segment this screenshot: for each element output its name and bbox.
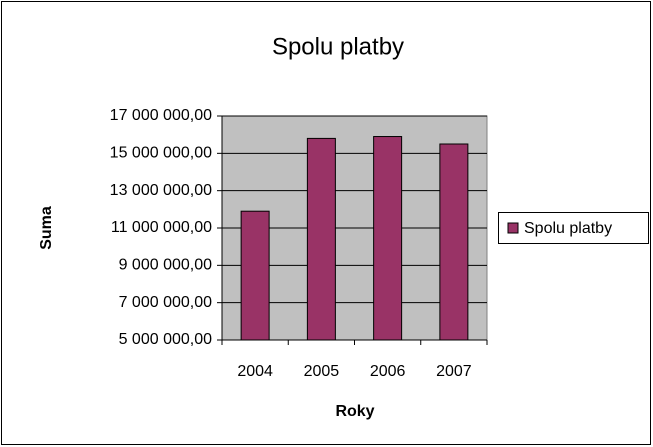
x-tick-label: 2005 — [304, 363, 340, 380]
bar — [439, 143, 469, 341]
y-tick-label: 13 000 000,00 — [110, 182, 212, 199]
y-axis-label: Suma — [38, 206, 55, 250]
bar — [373, 136, 403, 341]
x-tick-label: 2006 — [370, 363, 406, 380]
y-tick-label: 7 000 000,00 — [119, 294, 213, 311]
legend — [498, 212, 649, 244]
y-tick-label: 17 000 000,00 — [110, 107, 212, 124]
chart-title: Spolu platby — [272, 33, 404, 60]
x-tick-label: 2004 — [237, 363, 273, 380]
legend-label: Spolu platby — [524, 220, 612, 237]
x-tick-label: 2007 — [436, 363, 472, 380]
y-tick-label: 15 000 000,00 — [110, 145, 212, 162]
bar — [240, 210, 270, 341]
legend-swatch — [507, 222, 519, 234]
bar — [306, 137, 336, 341]
x-axis-label: Roky — [335, 403, 374, 420]
y-tick-label: 11 000 000,00 — [111, 219, 212, 236]
y-tick-label: 9 000 000,00 — [119, 257, 213, 274]
y-tick-label: 5 000 000,00 — [119, 331, 213, 348]
